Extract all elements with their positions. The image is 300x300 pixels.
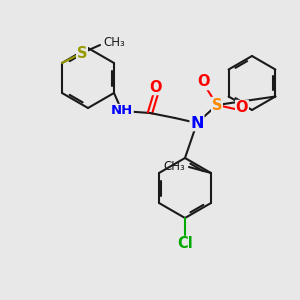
Text: CH₃: CH₃ (163, 160, 185, 172)
Text: NH: NH (111, 104, 133, 118)
Text: Cl: Cl (177, 236, 193, 251)
Text: S: S (212, 98, 222, 112)
Text: O: O (150, 80, 162, 94)
Text: O: O (236, 100, 248, 116)
Text: S: S (77, 46, 87, 61)
Text: O: O (198, 74, 210, 89)
Text: N: N (190, 116, 204, 130)
Text: CH₃: CH₃ (103, 37, 125, 50)
